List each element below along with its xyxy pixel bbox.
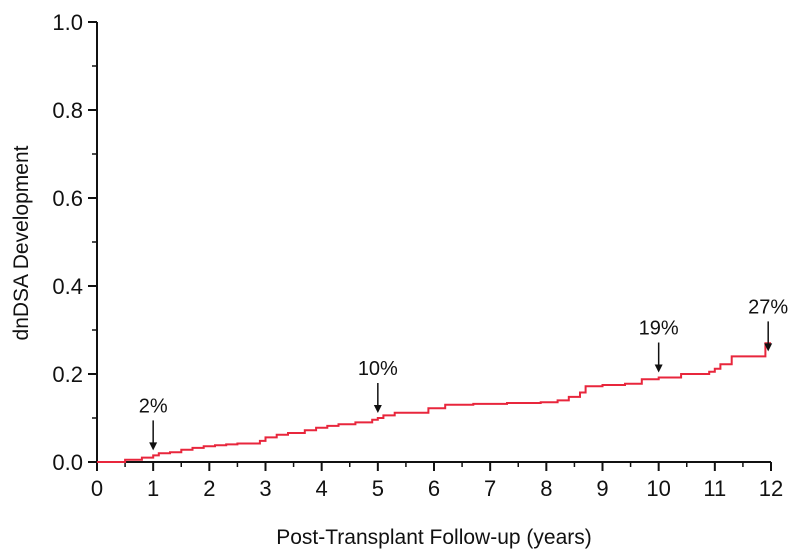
km-step-line — [97, 342, 771, 463]
y-tick-label: 0.4 — [52, 274, 83, 299]
x-tick-label: 11 — [703, 476, 726, 501]
x-tick-label: 4 — [316, 476, 328, 501]
annotations: 2% 10% 19% 27% — [139, 296, 788, 451]
y-tick-label: 0.6 — [52, 186, 83, 211]
x-tick-label: 12 — [759, 476, 783, 501]
x-tick-label: 0 — [91, 476, 103, 501]
y-tick-label: 0.0 — [52, 450, 83, 475]
x-tick-label: 3 — [259, 476, 271, 501]
y-axis-title: dnDSA Development — [10, 145, 33, 340]
x-tick-label: 8 — [540, 476, 552, 501]
annotation-label: 2% — [139, 395, 168, 417]
x-tick-label: 10 — [646, 476, 670, 501]
x-tick-label: 7 — [484, 476, 496, 501]
ticks: 0.00.20.40.60.81.00 1 2 3 4 5 6 7 8 9 10 11 12 — [52, 10, 783, 501]
axes — [96, 22, 771, 463]
annotation-arrow-head — [149, 442, 158, 451]
x-tick-label: 2 — [203, 476, 215, 501]
y-tick-label: 0.8 — [52, 98, 83, 123]
y-tick-label: 1.0 — [52, 10, 83, 35]
x-axis-title: Post-Transplant Follow-up (years) — [276, 526, 592, 549]
annotation-arrow-head — [764, 343, 773, 352]
annotation-arrow-head — [654, 364, 663, 373]
x-tick-label: 5 — [372, 476, 384, 501]
annotation-label: 27% — [748, 296, 788, 318]
series — [97, 342, 771, 463]
x-tick-label: 1 — [147, 476, 159, 501]
y-tick-label: 0.2 — [52, 362, 83, 387]
annotation-arrow-head — [373, 405, 382, 413]
x-tick-label: 6 — [428, 476, 440, 501]
annotation-label: 19% — [639, 318, 679, 340]
x-tick-label: 9 — [596, 476, 608, 501]
annotation-label: 10% — [358, 358, 398, 380]
